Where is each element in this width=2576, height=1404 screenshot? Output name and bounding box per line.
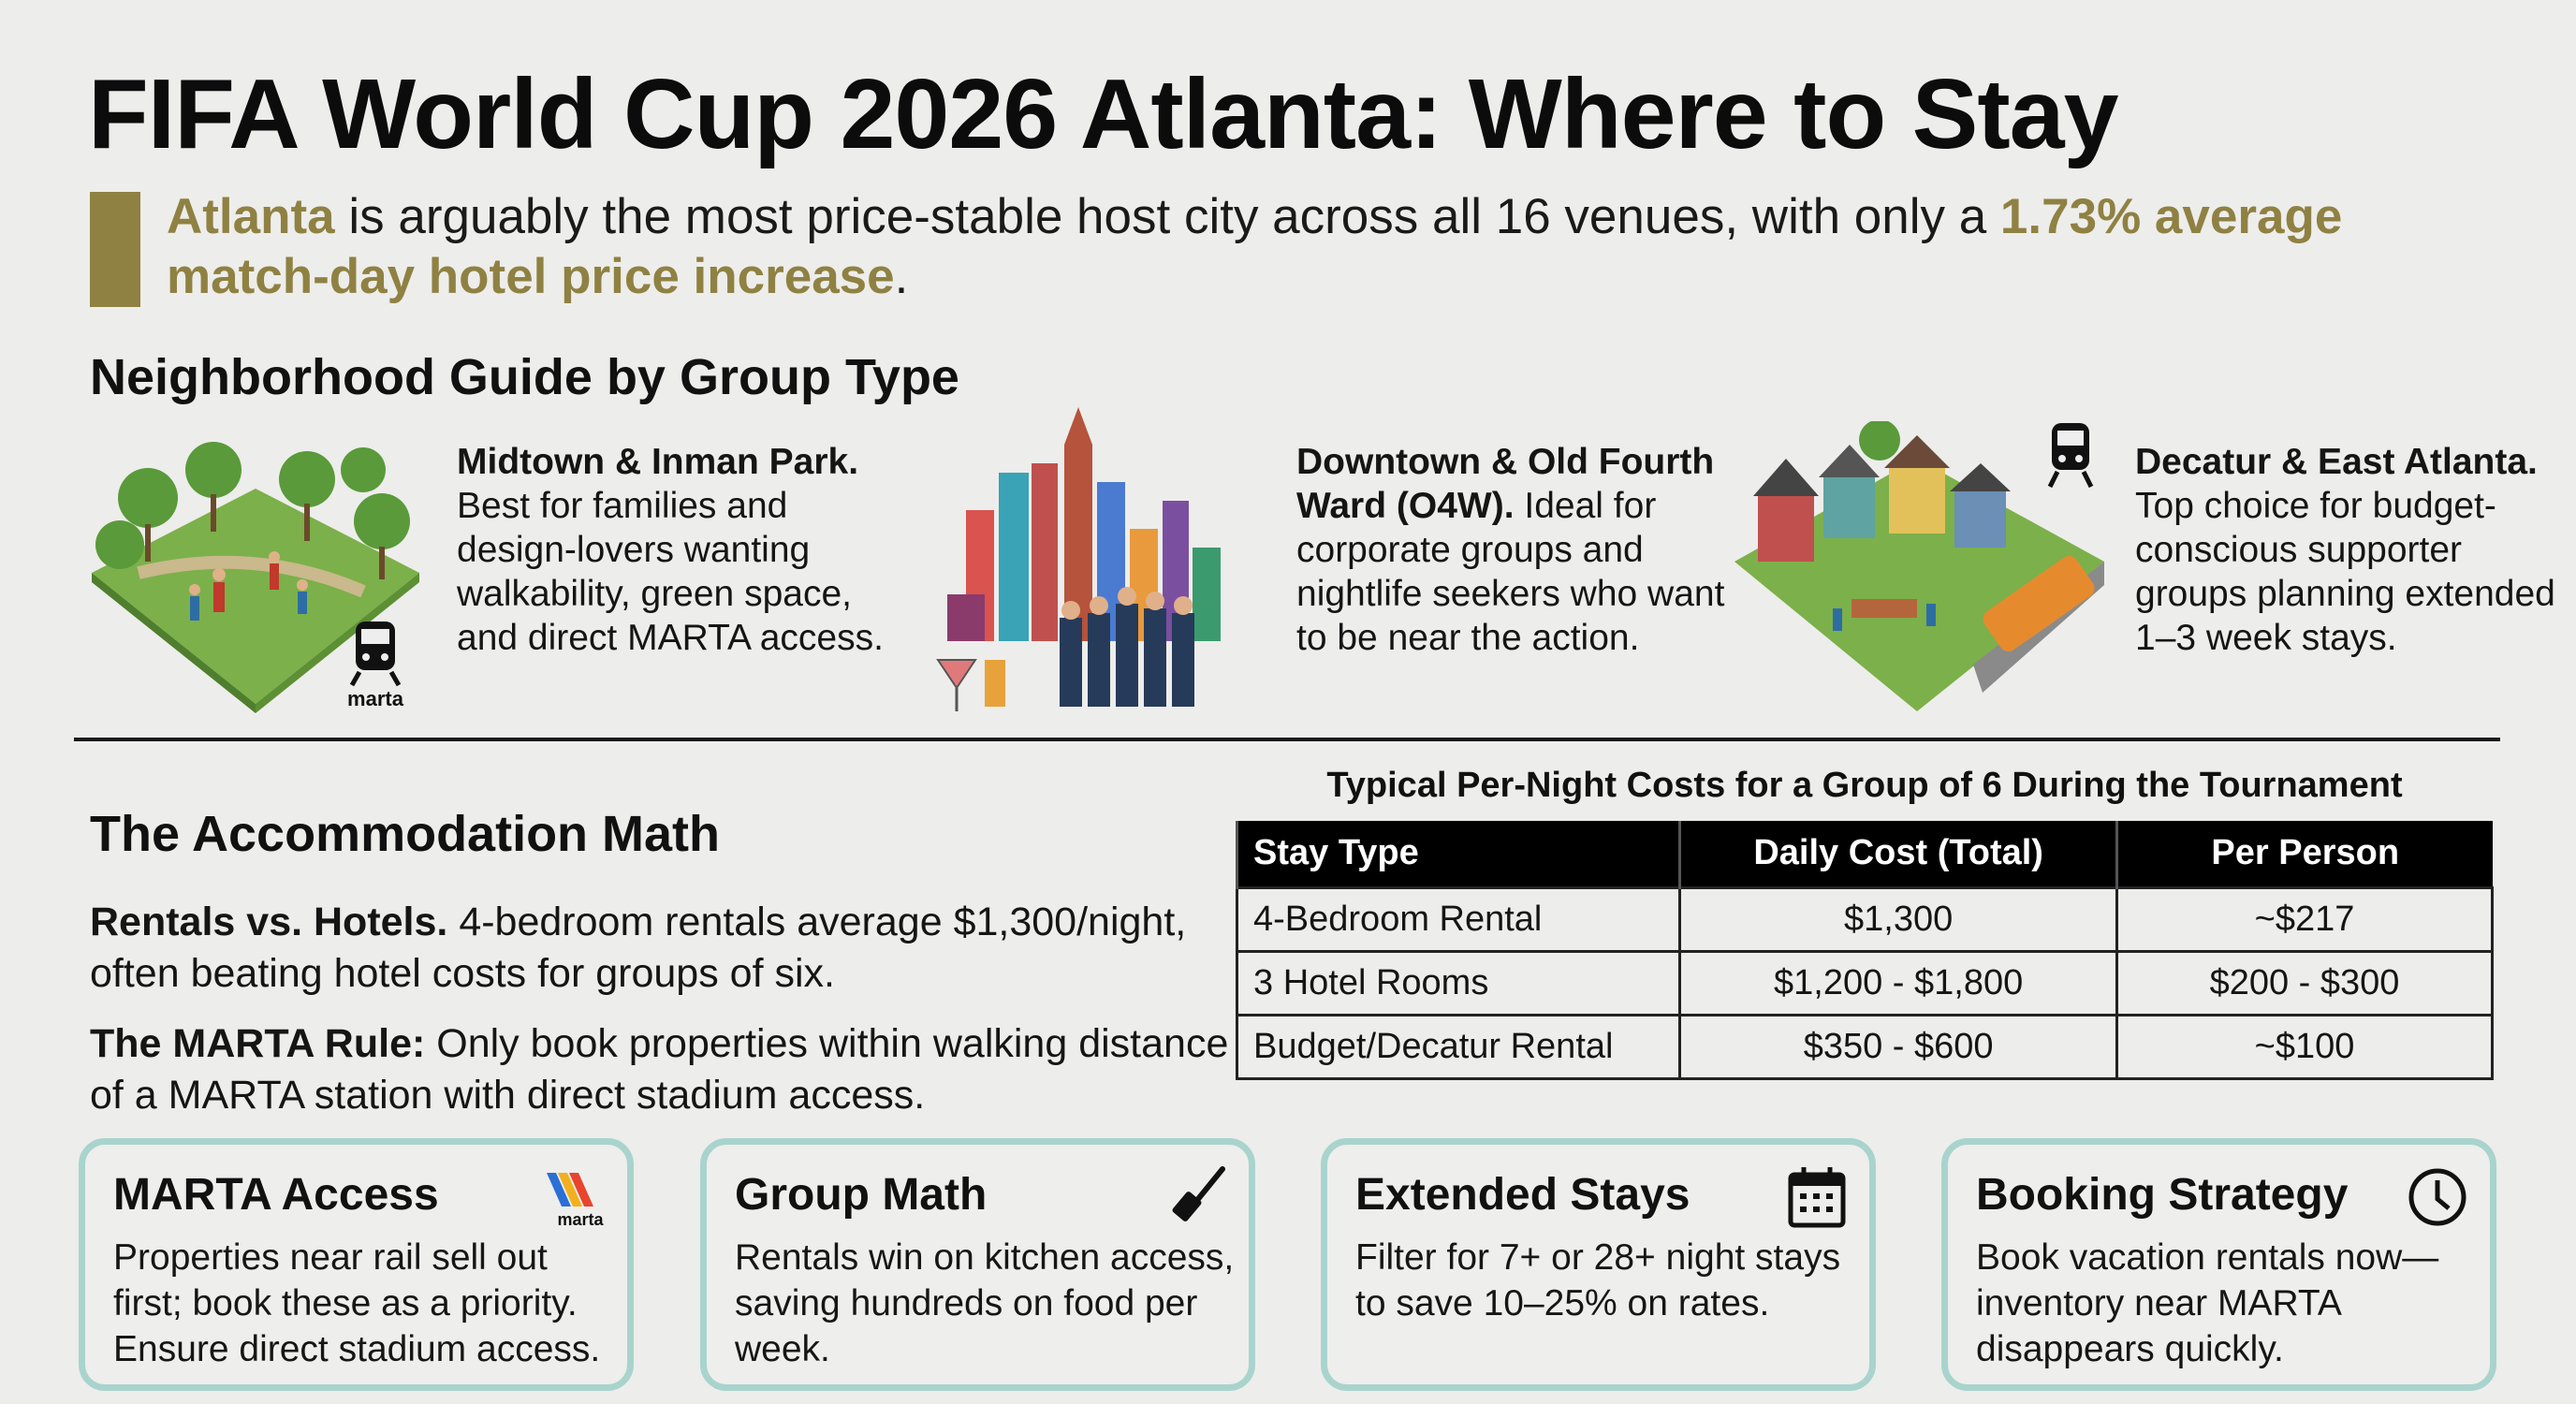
cell-stay-type: Budget/Decatur Rental bbox=[1235, 1013, 1682, 1080]
card-body: Filter for 7+ or 28+ night stays to save… bbox=[1355, 1237, 1841, 1324]
subtitle-period: . bbox=[894, 249, 909, 304]
subtitle-highlight-city: Atlanta bbox=[167, 189, 335, 244]
neighborhood-name: Midtown & Inman Park. bbox=[457, 442, 859, 482]
card-title: MARTA Access bbox=[113, 1170, 439, 1220]
neighborhood-name: Downtown & Old Fourth Ward (O4W). bbox=[1296, 442, 1715, 526]
neighborhood-description: Best for families and design-lovers want… bbox=[457, 486, 884, 658]
card-booking-strategy: Booking Strategy Book vacation rentals n… bbox=[1941, 1138, 2496, 1391]
park-illustration bbox=[92, 442, 419, 713]
accommodation-math-heading: The Accommodation Math bbox=[90, 806, 721, 862]
card-body: Book vacation rentals now—inventory near… bbox=[1976, 1237, 2439, 1369]
column-header: Per Person bbox=[2115, 821, 2493, 887]
cell-stay-type: 4-Bedroom Rental bbox=[1235, 885, 1682, 953]
cell-per-person: $200 - $300 bbox=[2115, 949, 2495, 1016]
neighborhood-name: Decatur & East Atlanta. bbox=[2135, 442, 2538, 482]
page-title: FIFA World Cup 2026 Atlanta: Where to St… bbox=[88, 59, 2119, 169]
table-row: 3 Hotel Rooms $1,200 - $1,800 $200 - $300 bbox=[1235, 949, 2495, 1016]
cell-daily-cost: $1,300 bbox=[1678, 885, 2118, 953]
calendar-icon bbox=[1788, 1167, 1846, 1228]
paragraph-text: Only book properties within walking dist… bbox=[90, 1021, 1229, 1118]
marta-rule-paragraph: The MARTA Rule: Only book properties wit… bbox=[90, 1018, 1269, 1121]
train-icon bbox=[2047, 423, 2094, 489]
cost-table: Stay Type Daily Cost (Total) Per Person … bbox=[1235, 821, 2495, 1080]
card-body: Rentals win on kitchen access, saving hu… bbox=[735, 1237, 1235, 1369]
column-header: Stay Type bbox=[1235, 821, 1680, 887]
card-group-math: Group Math Rentals win on kitchen access… bbox=[700, 1138, 1255, 1391]
neighborhood-houses-illustration bbox=[1734, 421, 2104, 711]
neighborhood-decatur: Decatur & East Atlanta. Top choice for b… bbox=[2135, 440, 2575, 660]
cell-daily-cost: $350 - $600 bbox=[1678, 1013, 2118, 1080]
card-extended-stays: Extended Stays Filter for 7+ or 28+ nigh… bbox=[1321, 1138, 1876, 1391]
card-title: Group Math bbox=[735, 1170, 988, 1220]
cell-per-person: ~$217 bbox=[2115, 885, 2495, 953]
subtitle-highlight-stat: 1.73% average match-day hotel price incr… bbox=[167, 189, 2343, 304]
marta-logo-text: marta bbox=[557, 1210, 604, 1229]
subtitle: Atlanta is arguably the most price-stabl… bbox=[167, 187, 2460, 307]
cost-table-title: Typical Per-Night Costs for a Group of 6… bbox=[1326, 766, 2403, 805]
neighborhood-downtown: Downtown & Old Fourth Ward (O4W). Ideal … bbox=[1296, 440, 1736, 660]
card-body: Properties near rail sell out first; boo… bbox=[113, 1237, 601, 1369]
section-divider bbox=[74, 738, 2500, 741]
city-skyline-illustration bbox=[936, 407, 1221, 711]
marta-logo-icon: marta bbox=[547, 1173, 604, 1229]
paragraph-lead: Rentals vs. Hotels. bbox=[90, 899, 448, 944]
accent-bar bbox=[90, 192, 140, 307]
card-marta-access: MARTA Access marta Properties near rail … bbox=[79, 1138, 634, 1391]
svg-text:marta: marta bbox=[347, 687, 404, 710]
paragraph-lead: The MARTA Rule: bbox=[90, 1021, 426, 1066]
table-row: 4-Bedroom Rental $1,300 ~$217 bbox=[1235, 885, 2495, 953]
neighborhood-guide-heading: Neighborhood Guide by Group Type bbox=[90, 349, 959, 405]
neighborhood-midtown: Midtown & Inman Park. Best for families … bbox=[457, 440, 897, 660]
column-header: Daily Cost (Total) bbox=[1678, 821, 2117, 887]
cell-per-person: ~$100 bbox=[2115, 1013, 2495, 1080]
cell-daily-cost: $1,200 - $1,800 bbox=[1678, 949, 2118, 1016]
marta-train-badge-icon: marta bbox=[347, 622, 404, 710]
subtitle-text: is arguably the most price-stable host c… bbox=[334, 189, 2000, 244]
spatula-icon bbox=[1172, 1166, 1225, 1221]
neighborhood-description: Ideal for corporate groups and nightlife… bbox=[1296, 486, 1725, 658]
table-header-row: Stay Type Daily Cost (Total) Per Person bbox=[1235, 821, 2493, 887]
table-row: Budget/Decatur Rental $350 - $600 ~$100 bbox=[1235, 1013, 2495, 1080]
clock-icon bbox=[2408, 1168, 2466, 1226]
paragraph-text: 4-bedroom rentals average $1,300/night, … bbox=[90, 899, 1187, 996]
rentals-vs-hotels-paragraph: Rentals vs. Hotels. 4-bedroom rentals av… bbox=[90, 897, 1269, 1000]
neighborhood-description: Top choice for budget-conscious supporte… bbox=[2135, 486, 2555, 658]
card-title: Extended Stays bbox=[1355, 1170, 1690, 1220]
card-title: Booking Strategy bbox=[1976, 1170, 2349, 1220]
cell-stay-type: 3 Hotel Rooms bbox=[1235, 949, 1682, 1016]
